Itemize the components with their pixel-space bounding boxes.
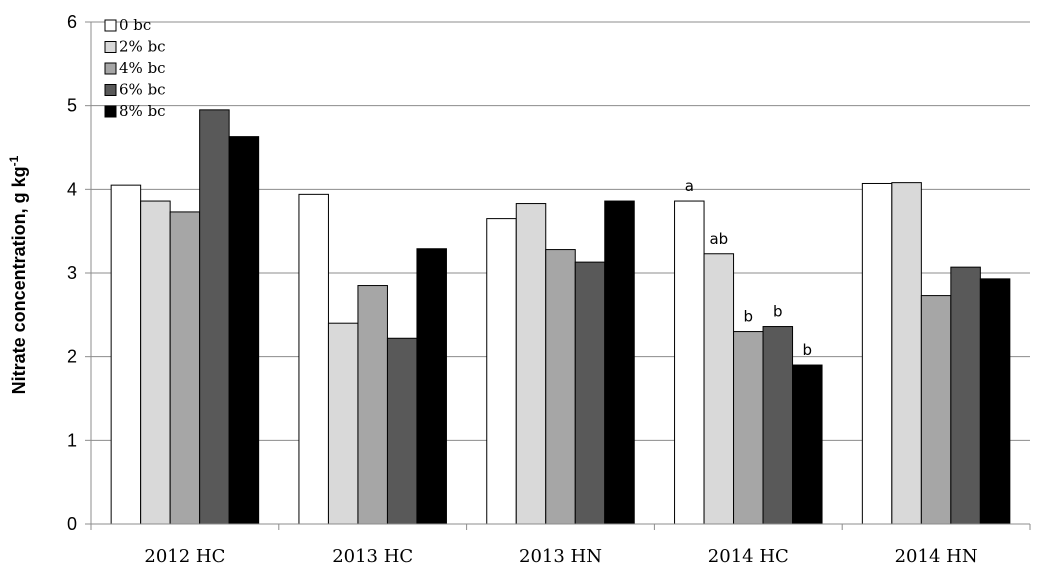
bar xyxy=(733,331,764,525)
bar xyxy=(792,364,823,525)
legend-label: 6% bc xyxy=(119,81,166,99)
bar xyxy=(357,285,388,525)
bar xyxy=(703,253,735,525)
y-axis-label-main: Nitrate concentration, g kg xyxy=(9,166,29,394)
legend-label: 2% bc xyxy=(119,38,166,56)
x-tick-label: 2012 HC xyxy=(144,546,225,567)
legend-swatch xyxy=(104,84,117,96)
significance-annotation: b xyxy=(803,341,813,359)
axes xyxy=(85,21,1031,530)
bar xyxy=(169,211,201,525)
bar xyxy=(228,136,260,525)
y-axis-label: Nitrate concentration, g kg-1 xyxy=(7,155,29,394)
bar xyxy=(327,322,359,525)
legend: 0 bc 2% bc 4% bc 6% bc 8% bc xyxy=(104,16,166,120)
significance-annotation: b xyxy=(773,303,783,321)
bar xyxy=(920,295,952,525)
bar xyxy=(140,200,171,525)
legend-swatch xyxy=(104,41,117,53)
significance-annotation: a xyxy=(685,177,694,195)
bar xyxy=(416,248,447,525)
y-tick-label: 0 xyxy=(67,514,77,534)
significance-annotation: b xyxy=(744,308,754,326)
y-tick-label: 2 xyxy=(67,347,77,367)
bar xyxy=(891,182,922,525)
x-tick-label: 2014 HC xyxy=(708,546,789,567)
bar xyxy=(199,109,230,525)
bar xyxy=(545,249,576,525)
bar xyxy=(950,266,981,525)
legend-swatch xyxy=(104,62,117,75)
bar xyxy=(486,218,517,525)
bar xyxy=(979,278,1011,525)
legend-swatch xyxy=(104,19,117,32)
y-axis-label-superscript: -1 xyxy=(7,155,21,166)
significance-annotation: ab xyxy=(709,230,728,248)
bar xyxy=(861,182,893,525)
legend-label: 4% bc xyxy=(119,59,166,77)
bar xyxy=(386,337,418,525)
y-tick-label: 6 xyxy=(67,12,77,32)
y-tick-label: 1 xyxy=(67,430,77,450)
y-tick-label: 4 xyxy=(67,179,77,199)
bar xyxy=(298,193,329,525)
legend-label: 0 bc xyxy=(119,16,151,34)
x-tick-label: 2013 HC xyxy=(332,546,413,567)
labels: 0 1 2 3 4 5 6 2012 HC 2013 HC 2013 HN 2014 HC 2014 … xyxy=(67,12,978,567)
x-tick-label: 2013 HN xyxy=(519,546,602,567)
bar xyxy=(604,200,635,525)
bar xyxy=(515,203,547,525)
bar xyxy=(762,326,794,525)
legend-label: 8% bc xyxy=(119,102,166,120)
bars xyxy=(110,109,1011,525)
y-tick-label: 3 xyxy=(67,263,77,283)
bar xyxy=(110,184,142,525)
bar xyxy=(674,200,705,525)
x-tick-label: 2014 HN xyxy=(895,546,978,567)
y-tick-label: 5 xyxy=(67,96,77,116)
bar xyxy=(574,261,606,525)
legend-swatch xyxy=(104,105,117,118)
